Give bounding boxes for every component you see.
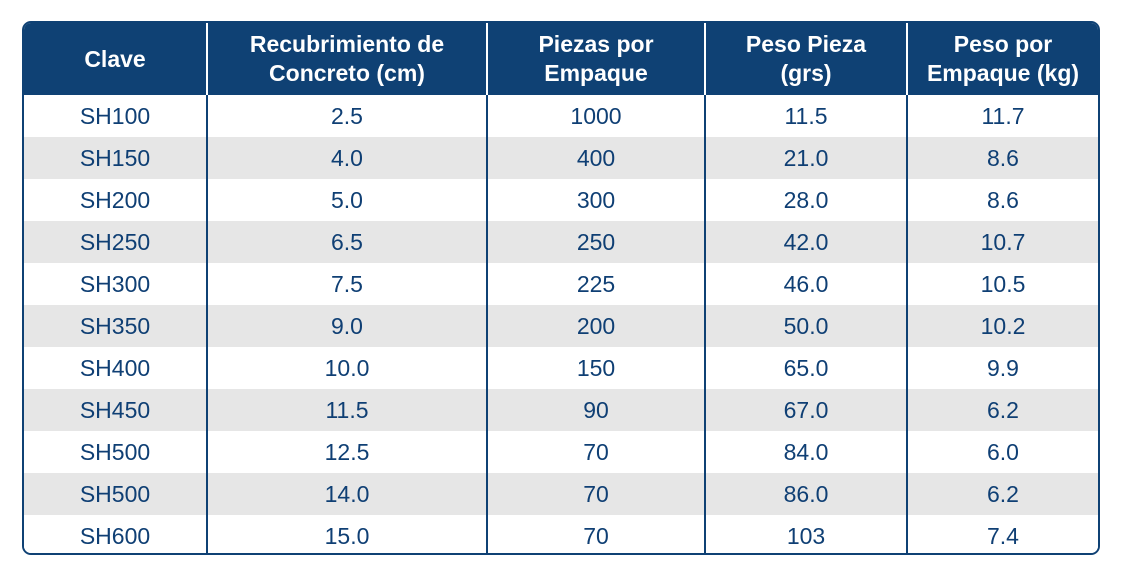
cell-clave: SH150 — [24, 137, 207, 179]
spec-table-container: Clave Recubrimiento de Concreto (cm) Piez… — [22, 21, 1100, 555]
cell-piezas: 200 — [486, 305, 705, 347]
cell-peso-empaque: 10.2 — [906, 305, 1098, 347]
cell-piezas: 70 — [486, 431, 705, 473]
cell-peso-pieza: 84.0 — [704, 431, 907, 473]
cell-peso-pieza: 86.0 — [704, 473, 907, 515]
header-piezas-por-empaque: Piezas por Empaque — [486, 23, 705, 95]
cell-clave: SH500 — [24, 431, 207, 473]
table-row: SH500 12.5 70 84.0 6.0 — [24, 431, 1098, 473]
cell-recubrimiento: 9.0 — [206, 305, 487, 347]
table-row: SH100 2.5 1000 11.5 11.7 — [24, 95, 1098, 137]
table-row: SH450 11.5 90 67.0 6.2 — [24, 389, 1098, 431]
cell-peso-pieza: 50.0 — [704, 305, 907, 347]
cell-peso-empaque: 6.2 — [906, 473, 1098, 515]
cell-recubrimiento: 2.5 — [206, 95, 487, 137]
cell-recubrimiento: 14.0 — [206, 473, 487, 515]
header-row: Clave Recubrimiento de Concreto (cm) Piez… — [24, 23, 1098, 95]
cell-peso-empaque: 8.6 — [906, 179, 1098, 221]
cell-clave: SH100 — [24, 95, 207, 137]
cell-piezas: 70 — [486, 473, 705, 515]
table-row: SH150 4.0 400 21.0 8.6 — [24, 137, 1098, 179]
header-peso-pieza: Peso Pieza (grs) — [704, 23, 907, 95]
table-row: SH300 7.5 225 46.0 10.5 — [24, 263, 1098, 305]
cell-peso-pieza: 42.0 — [704, 221, 907, 263]
cell-recubrimiento: 5.0 — [206, 179, 487, 221]
cell-recubrimiento: 15.0 — [206, 515, 487, 553]
cell-clave: SH600 — [24, 515, 207, 553]
table-row: SH500 14.0 70 86.0 6.2 — [24, 473, 1098, 515]
cell-clave: SH200 — [24, 179, 207, 221]
table-row: SH250 6.5 250 42.0 10.7 — [24, 221, 1098, 263]
table-body: SH100 2.5 1000 11.5 11.7 SH150 4.0 400 2… — [24, 95, 1098, 553]
cell-peso-empaque: 9.9 — [906, 347, 1098, 389]
cell-recubrimiento: 11.5 — [206, 389, 487, 431]
cell-clave: SH300 — [24, 263, 207, 305]
table-row: SH350 9.0 200 50.0 10.2 — [24, 305, 1098, 347]
cell-clave: SH450 — [24, 389, 207, 431]
cell-peso-pieza: 67.0 — [704, 389, 907, 431]
cell-piezas: 250 — [486, 221, 705, 263]
cell-piezas: 300 — [486, 179, 705, 221]
table-header: Clave Recubrimiento de Concreto (cm) Piez… — [24, 23, 1098, 95]
cell-peso-empaque: 11.7 — [906, 95, 1098, 137]
header-recubrimiento: Recubrimiento de Concreto (cm) — [206, 23, 487, 95]
cell-peso-pieza: 103 — [704, 515, 907, 553]
cell-piezas: 400 — [486, 137, 705, 179]
cell-clave: SH350 — [24, 305, 207, 347]
cell-piezas: 150 — [486, 347, 705, 389]
spec-table: Clave Recubrimiento de Concreto (cm) Piez… — [24, 23, 1098, 553]
cell-recubrimiento: 4.0 — [206, 137, 487, 179]
cell-piezas: 1000 — [486, 95, 705, 137]
cell-peso-empaque: 6.2 — [906, 389, 1098, 431]
cell-peso-empaque: 10.7 — [906, 221, 1098, 263]
cell-recubrimiento: 12.5 — [206, 431, 487, 473]
cell-peso-empaque: 8.6 — [906, 137, 1098, 179]
cell-piezas: 225 — [486, 263, 705, 305]
table-row: SH400 10.0 150 65.0 9.9 — [24, 347, 1098, 389]
cell-piezas: 90 — [486, 389, 705, 431]
cell-peso-pieza: 65.0 — [704, 347, 907, 389]
cell-peso-pieza: 28.0 — [704, 179, 907, 221]
cell-peso-empaque: 7.4 — [906, 515, 1098, 553]
cell-peso-empaque: 10.5 — [906, 263, 1098, 305]
cell-peso-pieza: 46.0 — [704, 263, 907, 305]
cell-clave: SH400 — [24, 347, 207, 389]
cell-peso-empaque: 6.0 — [906, 431, 1098, 473]
header-peso-por-empaque: Peso por Empaque (kg) — [906, 23, 1098, 95]
cell-peso-pieza: 21.0 — [704, 137, 907, 179]
cell-peso-pieza: 11.5 — [704, 95, 907, 137]
cell-piezas: 70 — [486, 515, 705, 553]
cell-clave: SH500 — [24, 473, 207, 515]
header-clave: Clave — [24, 23, 207, 95]
cell-clave: SH250 — [24, 221, 207, 263]
cell-recubrimiento: 7.5 — [206, 263, 487, 305]
table-row: SH200 5.0 300 28.0 8.6 — [24, 179, 1098, 221]
cell-recubrimiento: 6.5 — [206, 221, 487, 263]
cell-recubrimiento: 10.0 — [206, 347, 487, 389]
table-row: SH600 15.0 70 103 7.4 — [24, 515, 1098, 553]
